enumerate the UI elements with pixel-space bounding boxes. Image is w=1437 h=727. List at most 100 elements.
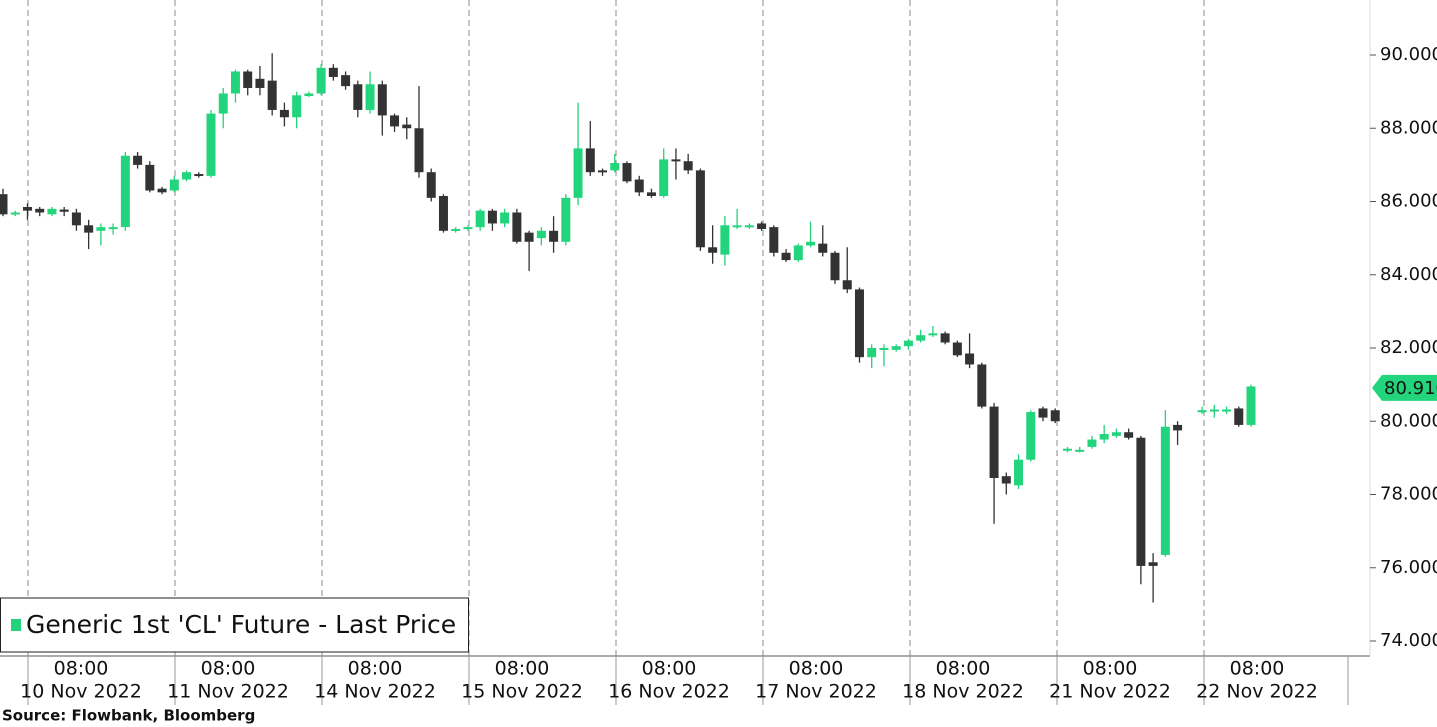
y-tick-label: 80.000 <box>1380 410 1437 431</box>
x-tick-label: 21 Nov 2022 <box>1049 681 1171 703</box>
candle-body <box>879 348 889 350</box>
candle-body <box>402 124 412 129</box>
x-tick-label: 08:00 <box>1230 658 1285 680</box>
x-tick-label: 08:00 <box>201 658 256 680</box>
candle-body <box>1173 424 1183 431</box>
candle-body <box>230 71 240 94</box>
candle-body <box>1026 412 1036 460</box>
candle-body <box>769 227 779 253</box>
x-tick-label: 08:00 <box>789 658 844 680</box>
candle-body <box>22 206 32 211</box>
candle-body <box>47 208 57 215</box>
x-tick-label: 08:00 <box>495 658 550 680</box>
x-tick-label: 10 Nov 2022 <box>20 681 142 703</box>
x-tick-label: 18 Nov 2022 <box>902 681 1024 703</box>
candle-body <box>634 179 644 193</box>
candle-body <box>683 161 693 171</box>
legend-swatch <box>11 619 21 631</box>
candle-body <box>463 227 473 230</box>
candle-body <box>1111 432 1121 436</box>
x-tick-label: 16 Nov 2022 <box>608 681 730 703</box>
candle-body <box>549 230 559 242</box>
candle-body <box>646 192 656 197</box>
candle-body <box>133 155 143 165</box>
candle-body <box>0 194 8 215</box>
candle-body <box>145 164 155 191</box>
candle-body <box>806 241 816 246</box>
x-tick-label: 08:00 <box>642 658 697 680</box>
legend-label: Generic 1st 'CL' Future - Last Price <box>26 610 456 639</box>
candle-body <box>793 245 803 261</box>
x-tick-label: 17 Nov 2022 <box>755 681 877 703</box>
candle-body <box>35 208 45 213</box>
candle-body <box>561 197 571 242</box>
candle-body <box>965 353 975 365</box>
candle-body <box>781 252 791 261</box>
candle-body <box>243 71 253 88</box>
candle-body <box>524 232 534 242</box>
x-tick-label: 08:00 <box>348 658 403 680</box>
candle-body <box>977 364 987 407</box>
candle-body <box>292 95 302 118</box>
candle-body <box>610 163 620 171</box>
last-price-tag <box>1372 374 1437 401</box>
candle-body <box>903 340 913 347</box>
candle-body <box>695 170 705 248</box>
candle-body <box>671 159 681 162</box>
x-tick-label: 14 Nov 2022 <box>314 681 436 703</box>
y-tick-label: 88.000 <box>1380 117 1437 138</box>
y-tick-label: 86.000 <box>1380 191 1437 212</box>
candle-body <box>1038 408 1048 418</box>
source: Source: Flowbank, Bloomberg <box>2 707 255 725</box>
y-tick-label: 76.000 <box>1380 557 1437 578</box>
candle-body <box>585 148 595 173</box>
candle-body <box>169 179 179 191</box>
x-tick-label: 15 Nov 2022 <box>461 681 583 703</box>
candle-body <box>390 115 400 127</box>
candle-body <box>744 225 754 228</box>
candle-body <box>512 212 522 242</box>
candle-body <box>867 348 877 358</box>
candle-body <box>1222 409 1232 412</box>
candle-body <box>1062 448 1072 451</box>
candle-body <box>1197 410 1207 413</box>
candle-body <box>487 210 497 224</box>
candle-body <box>304 93 314 97</box>
candle-body <box>1001 476 1011 484</box>
candle-body <box>818 243 828 253</box>
candle-body <box>328 67 338 77</box>
candle-body <box>928 333 938 336</box>
candle-body <box>708 247 718 253</box>
candle-body <box>267 80 277 110</box>
candle-body <box>952 342 962 356</box>
candle-body <box>279 109 289 118</box>
candle-body <box>1124 432 1134 438</box>
last-price-label: 80.910 <box>1384 378 1437 399</box>
candle-body <box>377 84 387 116</box>
candle-body <box>10 212 20 215</box>
candle-body <box>1209 409 1219 412</box>
y-tick-label: 90.000 <box>1380 44 1437 65</box>
y-tick-label: 78.000 <box>1380 484 1437 505</box>
candle-body <box>830 252 840 281</box>
candle-body <box>414 128 424 173</box>
candle-body <box>353 84 363 110</box>
y-tick-label: 74.000 <box>1380 630 1437 651</box>
candle-body <box>71 212 81 226</box>
candle-body <box>157 188 167 193</box>
y-tick-label: 82.000 <box>1380 337 1437 358</box>
x-tick-label: 08:00 <box>54 658 109 680</box>
candle-body <box>659 159 669 197</box>
candle-body <box>1160 426 1170 555</box>
candle-body <box>1050 410 1060 422</box>
candle-body <box>1014 459 1024 486</box>
candle-body <box>218 93 228 114</box>
candle-body <box>1234 408 1244 425</box>
candle-body <box>255 78 265 88</box>
candle-body <box>573 148 583 198</box>
candle-body <box>732 225 742 228</box>
candle-body <box>59 209 69 212</box>
candle-body <box>475 210 485 228</box>
candle-body <box>365 84 375 110</box>
legend-box <box>0 597 469 653</box>
